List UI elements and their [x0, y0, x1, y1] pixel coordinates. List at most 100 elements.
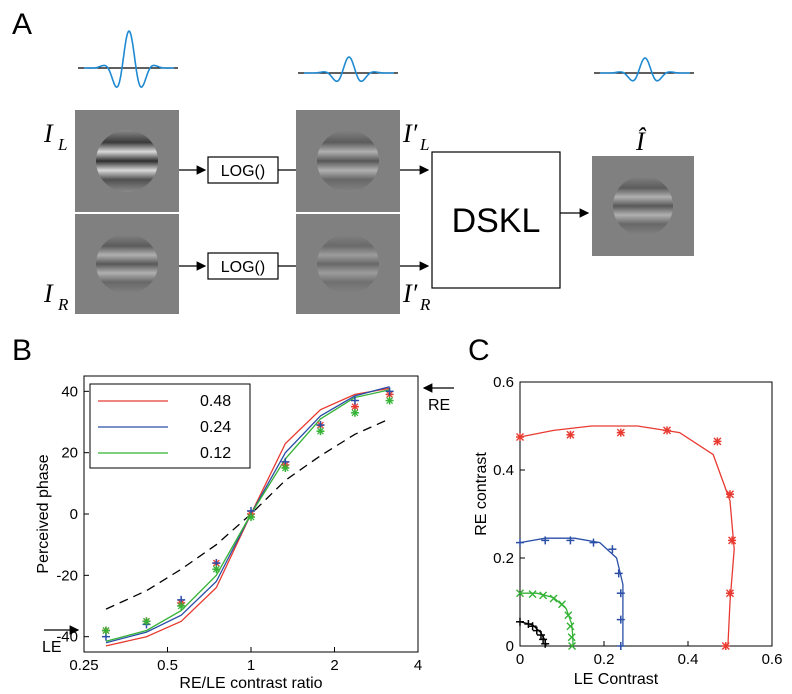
chart-b-xtick-label: 0.5 [157, 657, 178, 674]
chart-c-point [528, 590, 537, 599]
chart-c-point [566, 536, 575, 545]
chart-c-ytick-label: 0 [506, 638, 514, 655]
wave-middle-curve [304, 56, 394, 83]
wave-right-curve [600, 57, 690, 82]
chart-b-legend: 0.48 0.24 0.12 [89, 383, 251, 469]
chart-c-point [558, 600, 566, 609]
chart-b-legend-label: 0.48 [200, 393, 231, 410]
chart-b-ytick-label: 0 [70, 506, 78, 523]
chart-b-point [142, 617, 151, 626]
chart-b-ytick-label: -20 [56, 567, 78, 584]
panel-a-letter: A [12, 8, 32, 41]
chart-c-point [616, 428, 625, 437]
chart-c-point [726, 490, 734, 499]
chart-c-point [516, 433, 524, 441]
log-box-left-label: LOG() [221, 163, 265, 180]
chart-c-point [567, 633, 576, 642]
chart-b-series-line-3 [105, 418, 390, 610]
chart-c: 0 0.2 0.4 0.6 0 0.2 0.4 0.6 LE Contrast RE contra… [473, 374, 782, 688]
label-il-prime: I′ [402, 119, 418, 148]
chart-b-ytick-label: 40 [61, 383, 78, 400]
chart-c-point [608, 545, 617, 554]
log-box-left [207, 156, 279, 184]
chart-b-re-label: RE [428, 397, 450, 414]
chart-c-ytick-label: 0.6 [493, 374, 514, 391]
chart-c-point [728, 536, 737, 545]
chart-b-point [385, 396, 394, 405]
chart-c-point [589, 538, 598, 547]
label-il: I [43, 119, 54, 148]
chart-c-point [616, 642, 625, 650]
image-right-log [296, 214, 400, 314]
chart-b-point [281, 464, 290, 472]
chart-c-point [524, 620, 533, 628]
label-ir-prime-sub: R [419, 295, 431, 314]
chart-c-point [721, 642, 730, 650]
chart-c-point [537, 631, 545, 639]
chart-b-point [212, 565, 221, 574]
chart-b-point [177, 602, 186, 610]
chart-c-xtick-label: 0 [516, 651, 524, 668]
chart-b-xlabel: RE/LE contrast ratio [179, 675, 322, 692]
chart-b-ylabel: Perceived phase [35, 454, 52, 573]
chart-c-xtick-label: 0.6 [762, 651, 783, 668]
chart-c-point [516, 589, 524, 598]
chart-c-point [663, 426, 671, 435]
chart-b-point [385, 387, 394, 396]
chart-b-xtick-label: 4 [414, 657, 422, 674]
chart-c-point [541, 639, 550, 648]
chart-c-point [539, 591, 548, 600]
chart-c-point [566, 430, 575, 439]
chart-b-point [247, 513, 255, 522]
chart-b-point [350, 396, 359, 405]
chart-c-point [549, 594, 558, 603]
chart-c-point [516, 617, 524, 626]
chart-c-series-curve-0 [519, 425, 735, 647]
chart-c-point [532, 626, 541, 635]
image-left-eye [75, 110, 179, 212]
chart-c-ylabel: RE contrast [473, 452, 490, 536]
wave-middle [298, 56, 398, 83]
chart-c-xtick-label: 0.2 [594, 651, 615, 668]
wave-right [594, 57, 694, 82]
label-il-sub: L [57, 135, 67, 154]
chart-c-point [539, 635, 548, 644]
chart-c-series-curve-1 [519, 537, 624, 646]
wave-left [78, 29, 178, 88]
chart-c-xlabel: LE Contrast [574, 671, 659, 688]
chart-b-point [316, 427, 325, 436]
chart-c-xtick-label: 0.4 [678, 651, 699, 668]
panel-c-letter: C [468, 334, 490, 367]
image-left-log [296, 110, 400, 212]
chart-b-le-label: LE [42, 639, 62, 656]
chart-b-xtick-label: 2 [330, 657, 338, 674]
chart-c-point [616, 589, 625, 598]
label-ir-sub: R [57, 295, 69, 314]
chart-c-point [566, 622, 575, 631]
chart-b-legend-label: 0.12 [200, 445, 231, 462]
label-i-hat: Î [635, 127, 647, 156]
chart-c-point [564, 611, 573, 620]
dskl-box-label: DSKL [452, 202, 541, 240]
chart-b-legend-label: 0.24 [200, 419, 231, 436]
chart-c-point [726, 589, 734, 598]
log-box-right-label: LOG() [221, 259, 265, 276]
chart-c-ytick-label: 0.4 [493, 462, 514, 479]
panel-b-letter: B [12, 334, 32, 367]
chart-c-point [516, 538, 524, 547]
chart-b-point [101, 626, 110, 635]
chart-c-point [713, 437, 722, 446]
chart-c-point [528, 622, 537, 631]
chart-b-xtick-label: 1 [247, 657, 255, 674]
chart-c-series-curve-2 [520, 592, 574, 646]
wave-left-curve [84, 29, 174, 88]
chart-c-point [541, 536, 550, 545]
chart-b-ytick-label: 20 [61, 445, 78, 462]
chart-c-point [616, 615, 625, 624]
chart-c-ytick-label: 0.2 [493, 550, 514, 567]
chart-b-xtick-label: 0.25 [69, 657, 98, 674]
chart-c-point [568, 642, 577, 650]
label-ir-prime: I′ [402, 279, 418, 308]
